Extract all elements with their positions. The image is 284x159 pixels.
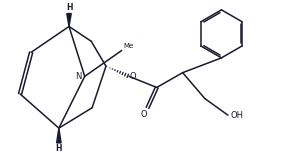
Text: H: H — [66, 3, 72, 12]
Text: H: H — [56, 144, 62, 153]
Text: Me: Me — [123, 43, 133, 49]
Text: O: O — [140, 110, 147, 119]
Text: O: O — [130, 72, 136, 81]
Text: N: N — [75, 72, 82, 81]
Polygon shape — [57, 128, 61, 143]
Polygon shape — [67, 14, 71, 26]
Text: OH: OH — [230, 111, 243, 120]
